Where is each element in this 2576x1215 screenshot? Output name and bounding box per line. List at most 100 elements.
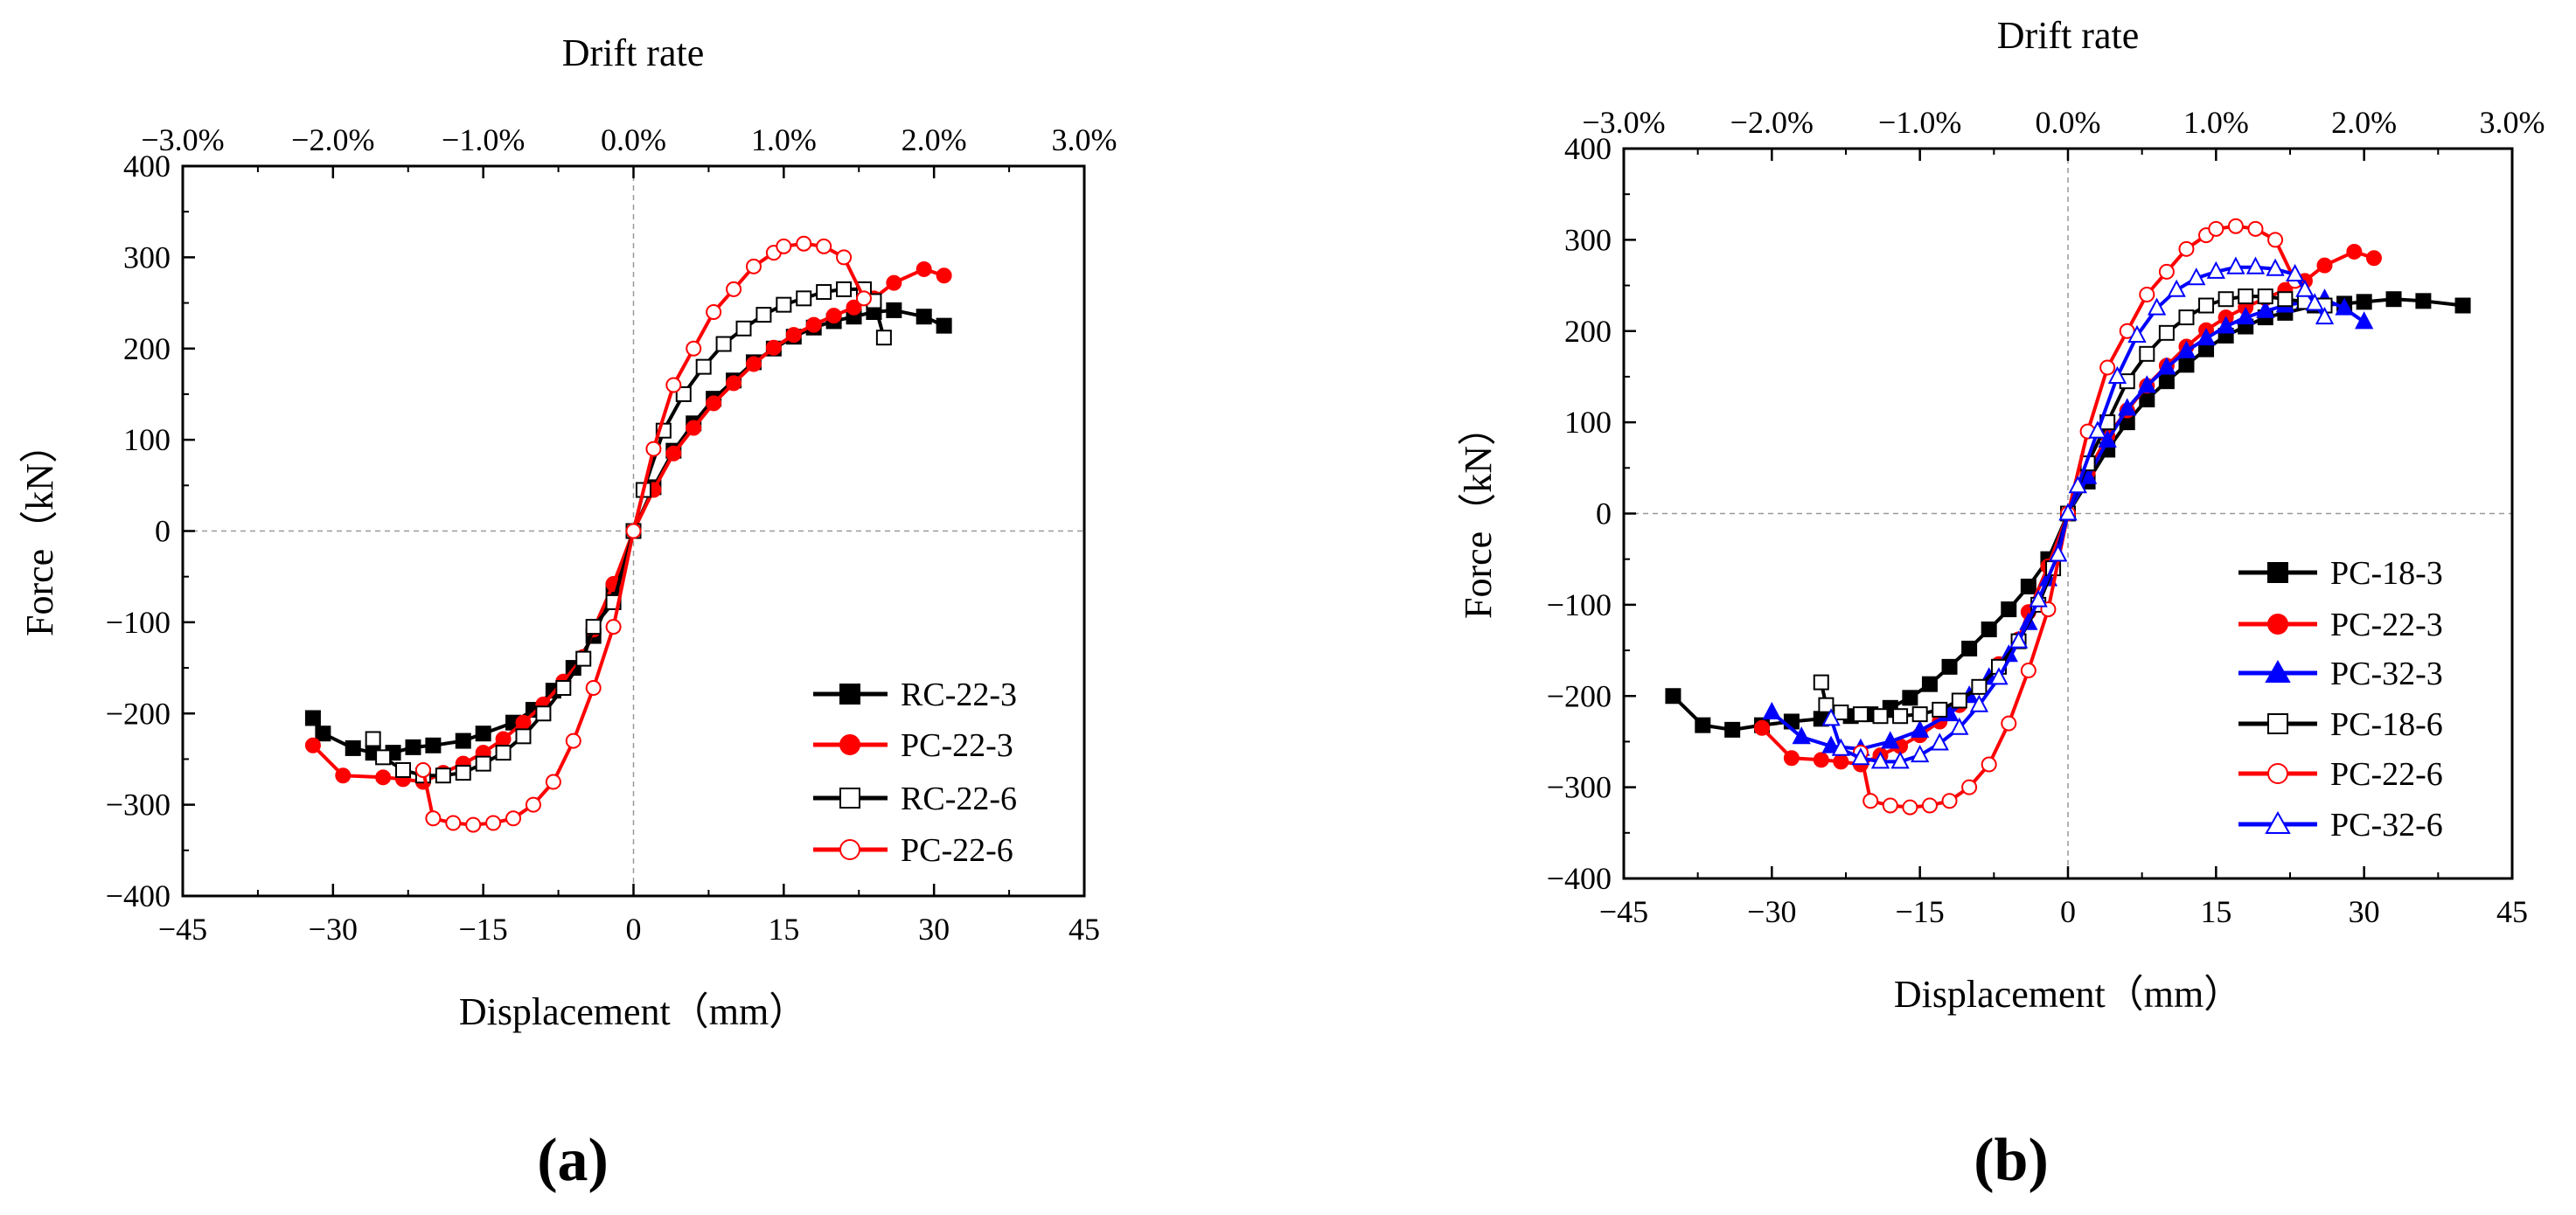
data-point (375, 749, 392, 766)
data-point (1852, 706, 1869, 723)
y-tick-label: 200 (1564, 314, 1612, 349)
x-tick-label: 0 (626, 912, 642, 947)
legend-label: PC-32-6 (2330, 807, 2443, 844)
legend-item-2: PC-32-3 (2238, 656, 2443, 692)
data-point (2167, 279, 2186, 297)
series-line (1771, 297, 2365, 751)
data-point (2277, 291, 2294, 308)
legend-label: PC-18-6 (2330, 706, 2443, 743)
data-point (515, 728, 532, 745)
data-point (916, 260, 932, 277)
data-point (665, 377, 682, 393)
data-point (1870, 751, 1890, 769)
data-point (2227, 218, 2244, 234)
data-point (2158, 263, 2175, 280)
data-point (1902, 690, 1918, 706)
y-tick-label: −100 (1547, 587, 1612, 622)
data-point (2058, 503, 2078, 521)
x-tick-label: 30 (2349, 894, 2380, 929)
data-point (1792, 726, 1811, 745)
data-point (1911, 706, 1928, 723)
data-point (2020, 579, 2036, 594)
legend-label: PC-22-3 (901, 727, 1013, 764)
data-point (745, 356, 762, 372)
data-point (1833, 705, 1849, 721)
data-point (796, 235, 812, 252)
x-tick-label: 15 (768, 912, 799, 947)
data-point (1783, 750, 1800, 767)
top-axis-label: Drift rate (1997, 14, 2139, 57)
y-tick-label: 0 (155, 514, 171, 549)
data-point (1911, 719, 1930, 738)
data-point (2187, 267, 2206, 286)
top-tick-label: 1.0% (2183, 105, 2249, 140)
data-point (1971, 678, 1988, 695)
data-point (2216, 316, 2236, 334)
data-point (2247, 220, 2264, 237)
data-point (1872, 708, 1889, 725)
data-point (2127, 324, 2147, 343)
data-point (2365, 250, 2382, 267)
top-tick-label: −2.0% (291, 122, 374, 157)
data-point (625, 523, 642, 539)
legend: PC-18-3 PC-22-3 PC-32-3 PC-18-6 PC-22-6 (2238, 555, 2443, 844)
legend: RC-22-3 PC-22-3 RC-22-6 PC-22-6 (813, 677, 1017, 869)
x-axis-label: Displacement（mm） (459, 990, 807, 1033)
data-point (1950, 717, 1969, 735)
data-point (2118, 398, 2137, 416)
top-tick-label: −1.0% (442, 122, 525, 157)
legend-label: RC-22-3 (901, 677, 1017, 713)
data-point (2001, 601, 2017, 618)
data-point (825, 308, 842, 324)
data-point (2266, 258, 2285, 276)
data-point (2256, 300, 2275, 318)
y-tick-label: −200 (106, 696, 171, 731)
data-point (1762, 701, 1781, 720)
data-point (475, 726, 491, 742)
legend-item-3: PC-22-6 (813, 832, 1013, 869)
data-point (1695, 717, 1711, 733)
data-point (675, 385, 692, 402)
data-point (555, 680, 572, 697)
data-point (2208, 220, 2224, 237)
data-point (2147, 297, 2167, 316)
top-tick-label: −3.0% (141, 122, 224, 157)
y-tick-label: 100 (123, 422, 171, 457)
data-point (575, 650, 592, 667)
y-tick-label: −400 (1547, 861, 1612, 896)
legend-label: PC-22-6 (901, 832, 1013, 869)
data-point (2176, 340, 2197, 358)
data-point (1881, 731, 1900, 749)
x-tick-label: −45 (158, 912, 207, 947)
data-point (645, 441, 662, 457)
x-tick-label: −30 (1747, 894, 1796, 929)
data-point (2257, 288, 2273, 305)
x-tick-label: 45 (2496, 894, 2528, 929)
data-point (304, 710, 321, 726)
data-point (2088, 420, 2107, 439)
data-point (1921, 676, 1938, 692)
data-point (805, 316, 822, 333)
data-point (836, 281, 853, 297)
data-point (2178, 357, 2195, 373)
x-tick-label: −15 (1896, 894, 1945, 929)
data-point (505, 810, 522, 827)
panel-label: (b) (1974, 1127, 2049, 1194)
data-point (1941, 793, 1958, 809)
legend-item-1: PC-22-3 (813, 727, 1013, 764)
data-point (2158, 373, 2175, 390)
data-point (886, 302, 902, 318)
series-RC-22-6 (365, 281, 892, 784)
data-point (686, 420, 702, 436)
data-point (836, 249, 853, 266)
data-point (335, 767, 352, 784)
data-point (2178, 309, 2195, 326)
data-point (2415, 293, 2432, 309)
legend-label: PC-32-3 (2330, 656, 2443, 692)
data-point (425, 810, 442, 827)
top-tick-label: −1.0% (1878, 105, 1961, 140)
data-point (2049, 544, 2068, 562)
data-point (875, 330, 892, 346)
x-tick-label: −45 (1599, 894, 1648, 929)
data-point (1754, 719, 1771, 736)
